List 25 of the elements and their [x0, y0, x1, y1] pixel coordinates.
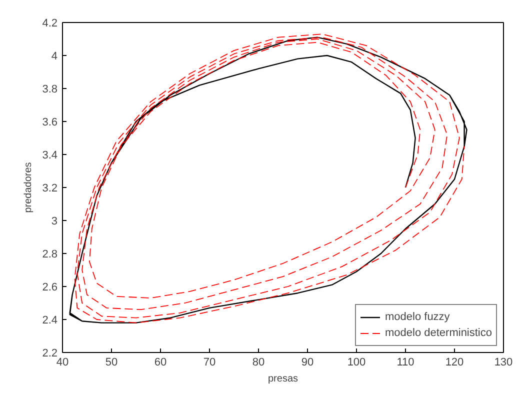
x-axis-title: presas: [268, 374, 298, 384]
x-tick-label: 40: [56, 356, 69, 368]
legend-label: modelo deterministico: [385, 326, 492, 341]
x-tick-label: 90: [301, 356, 314, 368]
x-tick-label: 120: [445, 356, 464, 368]
y-tick-label: 3.6: [42, 116, 58, 128]
y-tick-label: 3.2: [42, 182, 58, 194]
y-tick-label: 2.2: [42, 348, 58, 360]
y-tick-label: 3.8: [42, 84, 58, 96]
y-tick-label: 3: [51, 216, 58, 228]
x-tick-label: 110: [396, 356, 414, 368]
y-tick-label: 2.8: [42, 248, 58, 260]
y-tick-label: 4: [51, 50, 58, 62]
x-tick-label: 100: [347, 356, 366, 368]
y-tick-label: 4.2: [42, 18, 58, 30]
y-tick-label: 2.4: [42, 314, 58, 326]
x-tick-label: 60: [154, 356, 167, 368]
x-tick-label: 70: [203, 356, 216, 368]
y-tick-label: 3.4: [42, 150, 58, 162]
y-axis-title: predadores: [23, 162, 34, 213]
x-tick-label: 130: [494, 356, 513, 368]
x-tick-label: 80: [252, 356, 265, 368]
x-tick-label: 50: [105, 356, 118, 368]
legend-label: modelo fuzzy: [385, 310, 450, 325]
y-tick-label: 2.6: [42, 282, 58, 294]
